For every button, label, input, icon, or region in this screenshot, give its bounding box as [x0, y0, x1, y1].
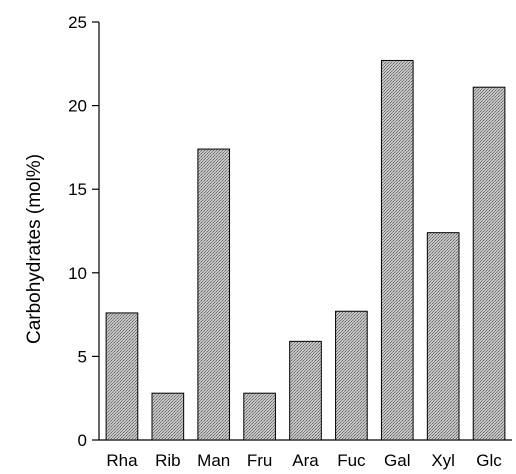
y-axis: 0 5 10 15 20 25 — [68, 13, 100, 450]
y-axis-title: Carbohydrates (mol%) — [24, 154, 45, 344]
x-tick-label: Xyl — [431, 451, 455, 470]
y-tick-label: 15 — [68, 180, 87, 199]
bar-fru — [243, 392, 276, 441]
x-tick-label: Ara — [292, 451, 319, 470]
bar-rha — [105, 312, 139, 441]
category-labels: Rha Rib Man Fru Ara Fuc Gal Xyl Glc — [106, 451, 502, 470]
bar-gal — [380, 59, 414, 441]
x-tick-label: Fuc — [337, 451, 366, 470]
y-tick-label: 25 — [68, 13, 87, 32]
bar-glc — [472, 86, 506, 441]
x-tick-label: Rib — [155, 451, 181, 470]
y-tick-label: 0 — [78, 431, 87, 450]
y-tick-label: 20 — [68, 97, 87, 116]
bar-xyl — [426, 232, 460, 441]
bar-fuc — [335, 310, 368, 441]
y-tick-label: 5 — [78, 347, 87, 366]
bar-man — [197, 148, 231, 441]
bar-ara — [289, 340, 322, 441]
x-tick-label: Gal — [384, 451, 410, 470]
x-tick-label: Man — [197, 451, 230, 470]
x-tick-label: Glc — [476, 451, 502, 470]
bar-rib — [151, 392, 185, 441]
bars — [105, 59, 506, 441]
x-tick-label: Rha — [106, 451, 138, 470]
x-tick-label: Fru — [247, 451, 273, 470]
y-tick-label: 10 — [68, 264, 87, 283]
